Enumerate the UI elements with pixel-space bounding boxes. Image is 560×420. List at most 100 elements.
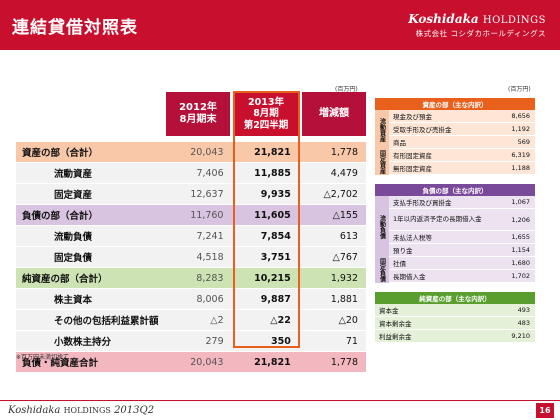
column-curr-line2: 8月期 [253, 108, 279, 120]
detail-item-value: 1,655 [511, 233, 530, 241]
detail-group: 固定資産 有形固定資産 6,319 無形固定資産 1,188 [375, 149, 535, 175]
row-label: 固定資産 [54, 190, 93, 201]
logo-brand-name: Koshidaka [408, 12, 479, 26]
value-diff: 1,778 [330, 356, 359, 368]
page-title: 連結貸借対照表 [12, 18, 138, 38]
detail-group-label: 固定負債 [375, 257, 389, 283]
row-label: 固定負債 [54, 253, 93, 264]
page-footer: Koshidaka HOLDINGS 2013Q2 16 [0, 400, 560, 420]
column-prev-line1: 2012年 [179, 102, 217, 113]
row-label: 負債・純資産合計 [22, 358, 99, 369]
value-diff: 4,479 [330, 167, 358, 179]
detail-item-value: 1,192 [511, 125, 530, 133]
row-label: 株主資本 [54, 295, 93, 306]
value-diff: △155 [332, 209, 359, 221]
footer-period: 2013Q2 [114, 405, 155, 416]
value-diff: △20 [338, 314, 358, 326]
value-diff: △2,702 [323, 188, 358, 200]
value-diff: 71 [345, 335, 358, 347]
liabilities-detail-title: 負債の部（主な内訳） [375, 184, 535, 196]
table-row: 流動負債 7,241 7,854 613 [16, 226, 366, 246]
liabilities-detail-table: 負債の部（主な内訳） 流動負債 支払手形及び買掛金 1,067 1年以内返済予定の長期… [375, 184, 535, 283]
detail-item-name: 資本剰余金 [379, 320, 412, 328]
detail-group-rows: 支払手形及び買掛金 1,067 1年以内返済予定の長期借入金 1,206 未払法人税等 1… [389, 196, 535, 257]
column-prev-line2: 8月期末 [179, 114, 217, 125]
detail-group-rows: 有形固定資産 6,319 無形固定資産 1,188 [389, 149, 535, 175]
detail-item-value: 1,702 [511, 272, 530, 280]
row-label: 小数株主持分 [54, 337, 112, 348]
value-diff: 1,932 [330, 272, 359, 284]
main-unit-label: (百万円) [335, 86, 358, 93]
column-header-diff: 増減額 [302, 92, 366, 136]
section-total-row: 負債の部（合計） 11,760 11,605 △155 [16, 205, 366, 225]
table-row: その他の包括利益累計額 △2 △22 △20 [16, 310, 366, 330]
row-label: 流動資産 [54, 169, 93, 180]
value-current: 11,885 [254, 167, 291, 179]
detail-group: 流動資産 現金及び預金 8,656 受取手形及び売掛金 1,192 商品 569 [375, 110, 535, 149]
detail-row: 現金及び預金 8,656 [389, 110, 535, 123]
column-header-prev: 2012年 8月期末 [166, 92, 230, 136]
value-current: 21,821 [254, 356, 291, 368]
detail-item-value: 1,680 [511, 259, 530, 267]
detail-row: 商品 569 [389, 136, 535, 149]
section-total-row: 純資産の部（合計） 8,283 10,215 1,932 [16, 268, 366, 288]
detail-row: 資本金 493 [375, 304, 535, 317]
assets-detail-table: 資産の部（主な内訳） 流動資産 現金及び預金 8,656 受取手形及び売掛金 1,192… [375, 98, 535, 175]
detail-item-name: 有形固定資産 [393, 152, 432, 160]
detail-row: 無形固定資産 1,188 [389, 162, 535, 175]
detail-item-name: 支払手形及び買掛金 [393, 199, 452, 207]
detail-item-value: 569 [517, 138, 530, 146]
table-row: 小数株主持分 279 350 71 [16, 331, 366, 351]
value-prev: 12,637 [190, 188, 224, 200]
row-label: 純資産の部（合計） [22, 274, 108, 285]
detail-item-value: 8,656 [511, 112, 530, 120]
row-label: 負債の部（合計） [22, 211, 99, 222]
value-prev: 8,283 [196, 272, 224, 284]
value-current: 11,605 [254, 209, 291, 221]
row-label: 流動負債 [54, 232, 93, 243]
detail-item-value: 1,206 [511, 215, 530, 224]
value-diff: 1,778 [330, 146, 359, 158]
value-prev: 279 [205, 335, 224, 347]
value-diff: △767 [332, 251, 358, 263]
detail-group-label: 流動資産 [375, 110, 389, 149]
value-current: 7,854 [260, 230, 291, 242]
footer-brand: Koshidaka [8, 405, 61, 416]
table-row: 固定負債 4,518 3,751 △767 [16, 247, 366, 267]
value-prev: 4,518 [196, 251, 224, 263]
detail-row: 預り金 1,154 [389, 244, 535, 257]
detail-item-name: 利益剰余金 [379, 333, 412, 341]
column-diff-label: 増減額 [319, 108, 349, 119]
detail-item-name: 商品 [393, 139, 406, 147]
detail-item-value: 493 [517, 306, 530, 314]
value-current: 10,215 [254, 272, 291, 284]
detail-row: 長期借入金 1,702 [389, 270, 535, 283]
detail-row: 未払法人税等 1,655 [389, 231, 535, 244]
detail-group: 流動負債 支払手形及び買掛金 1,067 1年以内返済予定の長期借入金 1,206 未払法… [375, 196, 535, 257]
detail-item-value: 1,188 [511, 164, 530, 172]
page-header: 連結貸借対照表 Koshidaka HOLDINGS 株式会社 コシダカホールデ… [0, 0, 560, 50]
value-current: 21,821 [254, 146, 291, 158]
detail-row: 資本剰余金 483 [375, 317, 535, 330]
value-prev: 8,006 [196, 293, 224, 305]
detail-group-label: 固定資産 [375, 149, 389, 175]
detail-item-value: 1,154 [511, 246, 530, 254]
detail-item-name: 社債 [393, 260, 406, 268]
detail-item-name: 無形固定資産 [393, 165, 432, 173]
value-diff: 613 [339, 230, 358, 242]
logo-brand: Koshidaka HOLDINGS [408, 12, 546, 26]
footer-text: Koshidaka HOLDINGS 2013Q2 [8, 405, 154, 416]
value-diff: 1,881 [330, 293, 358, 305]
detail-row: 受取手形及び売掛金 1,192 [389, 123, 535, 136]
column-curr-line3: 第2四半期 [243, 119, 289, 131]
company-logo: Koshidaka HOLDINGS 株式会社 コシダカホールディングス [408, 12, 546, 39]
value-current: △22 [270, 314, 291, 326]
value-prev: △2 [210, 314, 224, 326]
value-prev: 11,760 [190, 209, 224, 221]
value-prev: 7,241 [196, 230, 224, 242]
detail-group-label: 流動負債 [375, 196, 389, 257]
value-current: 9,935 [260, 188, 291, 200]
value-current: 3,751 [260, 251, 291, 263]
value-current: 9,887 [260, 293, 291, 305]
detail-item-value: 483 [517, 319, 530, 327]
